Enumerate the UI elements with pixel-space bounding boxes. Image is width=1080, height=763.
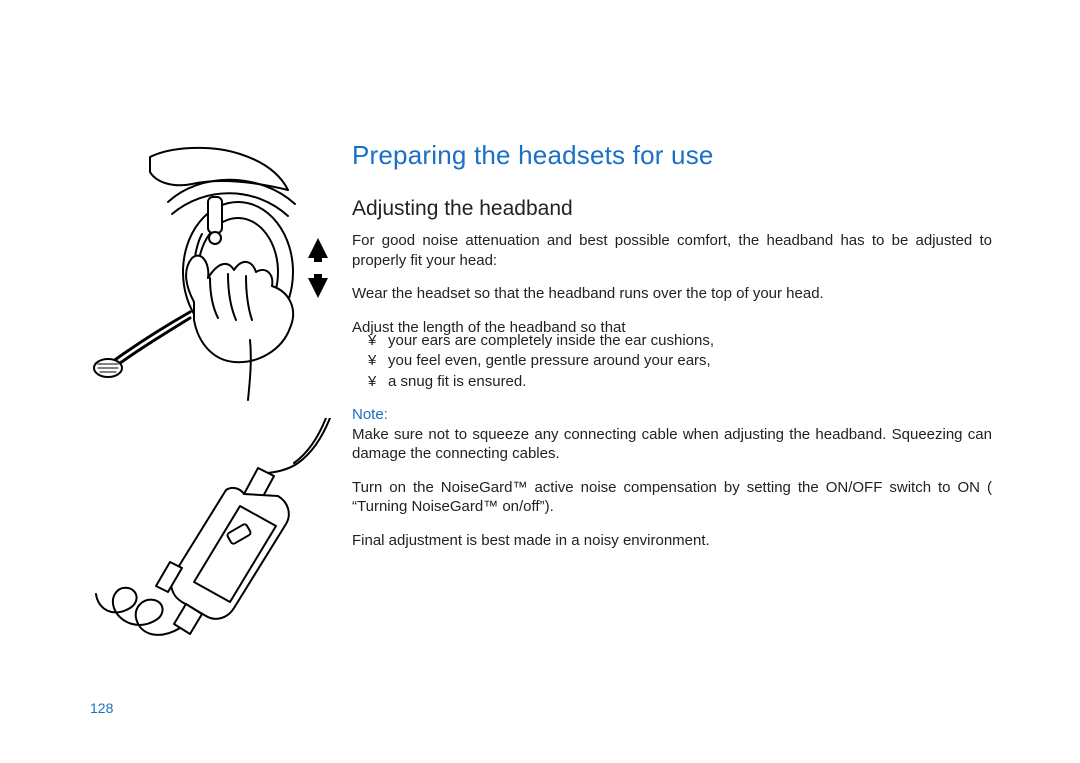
step-wear: Wear the headset so that the headband ru… <box>352 284 992 304</box>
list-item: ¥ you feel even, gentle pressure around … <box>352 351 992 371</box>
subsection-title: Adjusting the headband <box>352 197 992 221</box>
bullet-text: your ears are completely inside the ear … <box>388 332 714 349</box>
bullet-text: you feel even, gentle pressure around yo… <box>388 352 711 369</box>
manual-page: Preparing the headsets for use Adjusting… <box>0 0 1080 763</box>
section-title: Preparing the headsets for use <box>352 140 992 171</box>
bullet-marker-icon: ¥ <box>368 331 376 351</box>
bullet-marker-icon: ¥ <box>368 351 376 371</box>
note-body: Make sure not to squeeze any connecting … <box>352 425 992 464</box>
list-item: ¥ a snug fit is ensured. <box>352 372 992 392</box>
intro-paragraph: For good noise attenuation and best poss… <box>352 231 992 270</box>
bullet-text: a snug fit is ensured. <box>388 373 526 390</box>
step-noisegard: Turn on the NoiseGard™ active noise comp… <box>352 478 992 517</box>
adjust-bullet-list: ¥ your ears are completely inside the ea… <box>352 331 992 392</box>
bullet-marker-icon: ¥ <box>368 372 376 392</box>
page-number: 128 <box>90 700 113 716</box>
list-item: ¥ your ears are completely inside the ea… <box>352 331 992 351</box>
cable-remote-illustration <box>90 418 340 643</box>
illustration-column <box>90 142 340 643</box>
text-column: Preparing the headsets for use Adjusting… <box>352 140 992 564</box>
step-final: Final adjustment is best made in a noisy… <box>352 531 992 551</box>
note-label: Note: <box>352 406 992 423</box>
headset-adjust-illustration <box>90 142 340 412</box>
